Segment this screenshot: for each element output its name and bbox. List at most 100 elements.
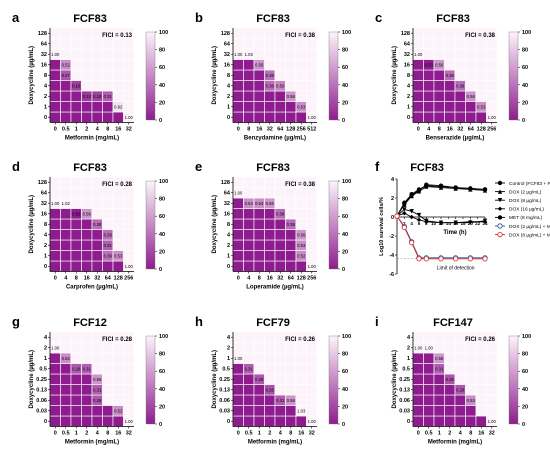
colorbar-tick-label: 80: [159, 352, 165, 358]
heatmap-cell: [412, 90, 424, 102]
heatmap-cell: [306, 197, 318, 209]
x-tick-label: 256: [487, 127, 496, 133]
cell-value-label: 1.00: [234, 52, 243, 57]
x-tick-label: 16: [267, 276, 273, 282]
colorbar-tick-label: 20: [342, 249, 348, 255]
heatmap-cell: [412, 394, 424, 406]
cell-value-label: 0.13: [83, 94, 92, 99]
cell-value-label: 0.52: [297, 253, 306, 258]
fici-label: FICI = 0.28: [102, 182, 133, 188]
colorbar-tick-label: 0: [522, 118, 525, 124]
heatmap-cell: [295, 38, 307, 50]
cell-value-label: 0.28: [456, 387, 465, 392]
heatmap-cell: [285, 197, 297, 209]
heatmap-cell: [285, 229, 297, 241]
heatmap-cell: [274, 250, 286, 262]
x-tick-label: 256: [124, 276, 133, 282]
heatmap-cell: [486, 59, 498, 71]
heatmap-cell: [306, 48, 318, 60]
heatmap-cell: [306, 218, 318, 230]
x-tick-label: 0.5: [245, 431, 253, 437]
x-tick-label: 8: [469, 431, 472, 437]
heatmap-cell: [91, 176, 103, 188]
heatmap-cell: [123, 394, 135, 406]
y-tick-label: 32: [41, 201, 47, 207]
heatmap-cell: [60, 80, 72, 92]
heatmap-cell: [102, 38, 114, 50]
heatmap-cell: [49, 239, 61, 251]
x-tick-label: 0: [417, 431, 420, 437]
heatmap-cell: [253, 363, 265, 375]
colorbar-tick-label: 80: [522, 352, 528, 358]
heatmap-cell: [112, 208, 124, 220]
cell-value-label: 0.56: [93, 377, 102, 382]
heatmap-cell: [412, 59, 424, 71]
heatmap-cell: [475, 373, 487, 385]
heatmap-cell: [60, 208, 72, 220]
y-tick-label: 2: [227, 346, 230, 352]
heatmap-cell: [60, 384, 72, 396]
cell-value-label: 0.53: [425, 62, 434, 67]
y-tick-label: 32: [404, 52, 410, 58]
heatmap-cell: [81, 187, 93, 199]
heatmap-cell: [475, 415, 487, 427]
heatmap-cell: [60, 363, 72, 375]
heatmap-cell: [465, 352, 477, 364]
cell-value-label: 0.92: [114, 104, 123, 109]
heatmap-cell: [81, 260, 93, 272]
y-tick-label: 1: [407, 105, 410, 111]
heatmap-cell: [81, 394, 93, 406]
heatmap-cell: [243, 80, 255, 92]
colorbar-tick-label: 100: [342, 30, 351, 36]
heatmap-cell: [274, 48, 286, 60]
colorbar-tick-label: 80: [522, 48, 528, 54]
heatmap-cell: [274, 260, 286, 272]
panel-letter: h: [195, 314, 203, 329]
heatmap-cell: [70, 187, 82, 199]
cell-value-label: 0.38: [266, 73, 275, 78]
colorbar-tick-label: 0: [342, 267, 345, 273]
colorbar-tick-label: 40: [159, 387, 165, 393]
colorbar-tick-label: 60: [522, 65, 528, 71]
heatmap-cell: [444, 38, 456, 50]
heatmap-cell: [243, 218, 255, 230]
heatmap-cell: [102, 69, 114, 81]
colorbar: [508, 31, 519, 121]
colorbar-tick-label: 100: [522, 30, 531, 36]
y-tick-label: 0.25: [399, 377, 410, 383]
y-axis-title: Doxycycline (µg/mL): [29, 195, 35, 253]
heatmap-cell: [444, 59, 456, 71]
x-tick-label: 512: [307, 127, 316, 133]
heatmap-cell: [243, 415, 255, 427]
data-point: [438, 220, 444, 225]
x-tick-label: 22: [475, 221, 481, 226]
data-point: [497, 189, 503, 194]
x-tick-label: 0: [54, 276, 57, 282]
y-tick-label: 0.06: [219, 398, 230, 404]
heatmap-cell: [264, 260, 276, 272]
data-point: [424, 183, 429, 188]
heatmap-cell: [81, 101, 93, 113]
heatmap-cell: [243, 250, 255, 262]
heatmap-cell: [70, 373, 82, 385]
heatmap-cell: [102, 384, 114, 396]
heatmap-cell: [123, 208, 135, 220]
cell-value-label: 0.26: [266, 387, 275, 392]
cell-value-label: 1.00: [425, 345, 434, 350]
y-axis-title: Doxycycline (µg/mL): [29, 46, 35, 104]
heatmap-cell: [123, 363, 135, 375]
heatmap-cell: [81, 331, 93, 343]
heatmap-cell: [102, 415, 114, 427]
y-tick-label: 1: [44, 254, 47, 260]
x-tick-label: 10: [431, 221, 437, 226]
heatmap-cell: [91, 48, 103, 60]
colorbar-tick-label: 0: [522, 422, 525, 428]
heatmap-cell: [123, 101, 135, 113]
heatmap-cell: [444, 384, 456, 396]
heatmap-cell: [264, 405, 276, 417]
heatmap-cell: [70, 218, 82, 230]
heatmap-cell: [285, 260, 297, 272]
heatmap-cell: [91, 69, 103, 81]
heatmap-cell: [274, 384, 286, 396]
heatmap-cell: [465, 59, 477, 71]
